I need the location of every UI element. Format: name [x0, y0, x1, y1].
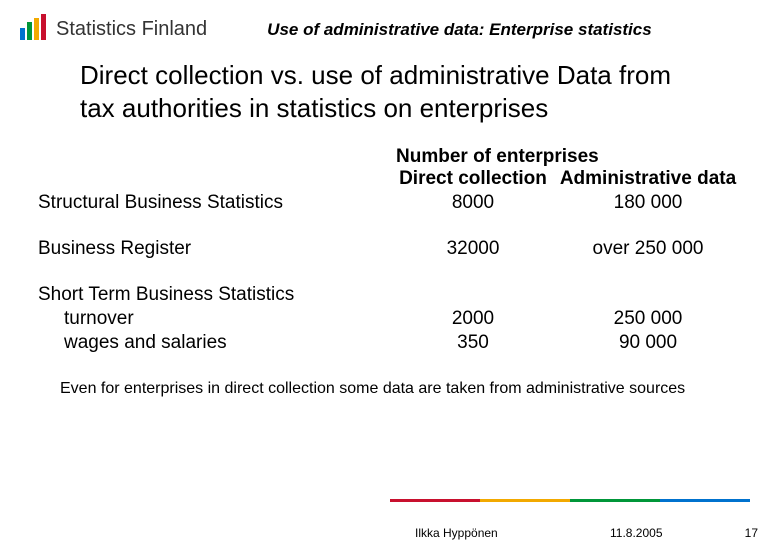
- row-label: Structural Business Statistics: [38, 192, 388, 214]
- table-row: wages and salaries35090 000: [38, 332, 742, 354]
- col-header-admin: Administrative data: [558, 168, 738, 190]
- row-direct-value: [388, 284, 558, 306]
- footnote-text: Even for enterprises in direct collectio…: [0, 354, 780, 398]
- row-admin-value: 250 000: [558, 308, 738, 330]
- col-header-direct: Direct collection: [388, 168, 558, 190]
- logo-text: Statistics Finland: [56, 18, 207, 41]
- table-header: Number of enterprises Direct collection …: [38, 146, 742, 190]
- table-row: Structural Business Statistics8000180 00…: [38, 192, 742, 214]
- header-subtitle: Use of administrative data: Enterprise s…: [231, 20, 762, 40]
- row-admin-value: over 250 000: [558, 238, 738, 260]
- row-direct-value: 32000: [388, 238, 558, 260]
- row-direct-value: 2000: [388, 308, 558, 330]
- row-admin-value: 180 000: [558, 192, 738, 214]
- row-admin-value: 90 000: [558, 332, 738, 354]
- row-label: turnover: [38, 308, 388, 330]
- row-direct-value: 350: [388, 332, 558, 354]
- footer-page: 17: [745, 526, 758, 540]
- row-direct-value: 8000: [388, 192, 558, 214]
- logo-bars-icon: [18, 12, 48, 47]
- table-row: Short Term Business Statistics: [38, 284, 742, 306]
- table-row: Business Register32000over 250 000: [38, 238, 742, 260]
- table-super-header: Number of enterprises: [388, 146, 742, 168]
- row-label: Short Term Business Statistics: [38, 284, 388, 306]
- row-admin-value: [558, 284, 738, 306]
- slide-title: Direct collection vs. use of administrat…: [0, 51, 780, 124]
- table-row: turnover2000250 000: [38, 308, 742, 330]
- data-table: Number of enterprises Direct collection …: [0, 124, 780, 354]
- footer-rule: [390, 499, 750, 502]
- row-label: Business Register: [38, 238, 388, 260]
- statistics-finland-logo: Statistics Finland: [18, 12, 207, 47]
- footer-author: Ilkka Hyppönen: [415, 526, 498, 540]
- slide-header: Statistics Finland Use of administrative…: [0, 0, 780, 51]
- row-label: wages and salaries: [38, 332, 388, 354]
- footer-date: 11.8.2005: [610, 526, 663, 540]
